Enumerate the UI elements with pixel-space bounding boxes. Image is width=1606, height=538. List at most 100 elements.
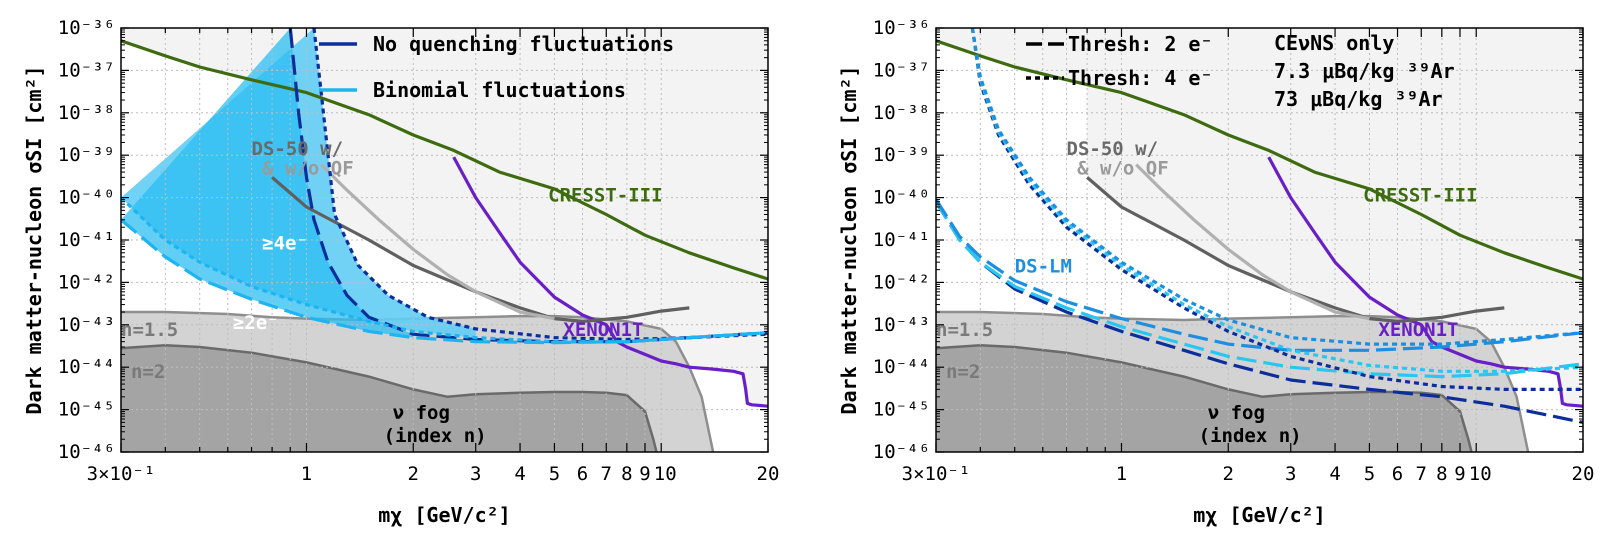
plot-area xyxy=(121,28,768,452)
y-tick-label: 10⁻⁴⁰ xyxy=(873,187,930,209)
y-tick-label: 10⁻⁴⁴ xyxy=(58,356,115,378)
neutrino-fog-n2 xyxy=(121,345,657,452)
y-tick-label: 10⁻⁴¹ xyxy=(58,229,115,251)
x-tick-label: 1 xyxy=(1116,463,1127,485)
annotation-cresst-iii: CRESST-III xyxy=(548,185,662,207)
annotation-w-o-qf: & w/o QF xyxy=(1077,158,1169,180)
x-tick-label: 7 xyxy=(601,463,612,485)
legend-label-7-3-bq-kg-ar: 7.3 μBq/kg ³⁹Ar xyxy=(1274,59,1455,83)
legend-label-no-quenching-fluctuations: No quenching fluctuations xyxy=(373,32,674,56)
annotation-xenon1t: XENON1T xyxy=(563,319,643,341)
annotation-n-2: n=2 xyxy=(131,361,165,383)
y-tick-label: 10⁻⁴³ xyxy=(58,314,115,336)
annotation-w-o-qf: & w/o QF xyxy=(262,158,354,180)
annotations: DS-50 w/& w/o QF CRESST-III XENON1T ≥4e⁻ ≥2e… xyxy=(121,138,663,447)
y-tick-label: 10⁻⁴³ xyxy=(873,314,930,336)
annotation-xenon1t: XENON1T xyxy=(1378,319,1458,341)
ticks xyxy=(935,27,1584,453)
x-tick-label: 2 xyxy=(1223,463,1234,485)
fog-outline-n1p5 xyxy=(936,310,1530,452)
annotation-fog: ν fog xyxy=(393,402,450,424)
x-tick-label: 20 xyxy=(757,463,780,485)
x-tick-label: 5 xyxy=(549,463,560,485)
fog-outline-n1p5 xyxy=(121,310,715,452)
y-tick-label: 10⁻³⁶ xyxy=(58,17,115,39)
series-ds-50-w-o-qf xyxy=(1135,163,1370,321)
x-tick-label: 10 xyxy=(1469,463,1492,485)
annotation-ds-lm: DS-LM xyxy=(1015,256,1072,278)
y-tick-label: 10⁻³⁶ xyxy=(873,17,930,39)
x-tick-label: 8 xyxy=(1436,463,1447,485)
ticks xyxy=(120,27,769,453)
x-tick-label: 3 xyxy=(470,463,481,485)
y-tick-label: 10⁻⁴⁵ xyxy=(58,399,115,421)
y-axis-label: Dark matter-nucleon σSI [cm²] xyxy=(837,65,861,414)
series-4e-73-ubq-kg-39ar xyxy=(970,28,1583,346)
series-2e-73-ubq-kg-39ar xyxy=(936,198,1583,352)
y-tick-label: 10⁻³⁸ xyxy=(58,102,115,124)
x-tick-label: 1 xyxy=(301,463,312,485)
series-ds-50-w-qf xyxy=(1086,176,1505,323)
annotation-n-2: n=2 xyxy=(946,361,980,383)
legend-label-binomial-fluctuations: Binomial fluctuations xyxy=(373,78,626,102)
annotations: DS-50 w/& w/o QF CRESST-III XENON1T DS-LM n=… xyxy=(936,138,1478,447)
x-tick-label: 6 xyxy=(577,463,588,485)
x-tick-label: 8 xyxy=(621,463,632,485)
series-ds-50-w-o-qf xyxy=(320,163,555,321)
x-tick-label: 3×10⁻¹ xyxy=(87,463,156,485)
y-tick-label: 10⁻³⁷ xyxy=(873,59,930,81)
annotation-2e: ≥2e⁻ xyxy=(233,312,279,334)
x-tick-labels: 3×10⁻¹ 1 2 3 4 5 6 7 8 9 10 20 xyxy=(87,463,780,485)
annotation-index-n: (index n) xyxy=(384,425,487,447)
x-axis-label: mχ [GeV/c²] xyxy=(378,503,510,527)
x-tick-label: 2 xyxy=(408,463,419,485)
series-2e-cevns-only xyxy=(936,200,1583,424)
legend-label-73-bq-kg-ar: 73 μBq/kg ³⁹Ar xyxy=(1274,87,1443,111)
series-2e-7-3-ubq-kg-39ar xyxy=(936,200,1583,379)
x-tick-label: 3×10⁻¹ xyxy=(902,463,971,485)
x-tick-label: 4 xyxy=(514,463,525,485)
series-thresh-2e-binomial-fluct xyxy=(121,218,768,345)
y-tick-label: 10⁻⁴² xyxy=(873,271,930,293)
legend-label-thresh-4-e: Thresh: 4 e⁻ xyxy=(1068,66,1213,90)
legend: Thresh: 2 e⁻ Thresh: 4 e⁻ CEνNS only 7.3 μB… xyxy=(1026,31,1455,111)
legend: No quenching fluctuations Binomial fluctu… xyxy=(319,32,674,102)
legend-label-thresh-2-e: Thresh: 2 e⁻ xyxy=(1068,32,1213,56)
annotation-cresst-iii: CRESST-III xyxy=(1363,185,1477,207)
y-axis-label: Dark matter-nucleon σSI [cm²] xyxy=(22,65,46,414)
x-tick-label: 3 xyxy=(1285,463,1296,485)
y-tick-label: 10⁻⁴⁰ xyxy=(58,187,115,209)
annotation-4e: ≥4e⁻ xyxy=(262,232,308,254)
left-panel: 10⁻⁴⁶ 10⁻⁴⁵ 10⁻⁴⁴ 10⁻⁴³ 10⁻⁴² 10⁻⁴¹ 10⁻⁴⁰ 10⁻³⁹… xyxy=(22,17,779,527)
y-tick-label: 10⁻³⁷ xyxy=(58,59,115,81)
annotation-index-n: (index n) xyxy=(1199,425,1302,447)
x-tick-label: 9 xyxy=(1454,463,1465,485)
y-tick-labels: 10⁻⁴⁶ 10⁻⁴⁵ 10⁻⁴⁴ 10⁻⁴³ 10⁻⁴² 10⁻⁴¹ 10⁻⁴⁰ 10⁻³⁹… xyxy=(873,17,930,463)
annotation-ds-50-w: DS-50 w/ xyxy=(1067,138,1159,160)
x-tick-label: 5 xyxy=(1364,463,1375,485)
x-axis-label: mχ [GeV/c²] xyxy=(1193,503,1325,527)
y-tick-label: 10⁻⁴⁵ xyxy=(873,399,930,421)
series-ds-50-w-qf xyxy=(271,176,690,323)
series-cresst-iii xyxy=(936,39,1583,281)
y-tick-label: 10⁻⁴⁶ xyxy=(58,441,115,463)
y-tick-label: 10⁻⁴² xyxy=(58,271,115,293)
series-xenon1t xyxy=(452,156,768,408)
x-tick-label: 10 xyxy=(654,463,677,485)
y-tick-label: 10⁻³⁹ xyxy=(873,144,930,166)
x-tick-label: 4 xyxy=(1329,463,1340,485)
series-xenon1t xyxy=(1267,156,1583,408)
x-tick-label: 9 xyxy=(639,463,650,485)
y-tick-labels: 10⁻⁴⁶ 10⁻⁴⁵ 10⁻⁴⁴ 10⁻⁴³ 10⁻⁴² 10⁻⁴¹ 10⁻⁴⁰ 10⁻³⁹… xyxy=(58,17,115,463)
y-tick-label: 10⁻⁴⁴ xyxy=(873,356,930,378)
band-2e xyxy=(121,28,414,338)
x-tick-label: 20 xyxy=(1572,463,1595,485)
x-tick-label: 7 xyxy=(1416,463,1427,485)
annotation-n-1-5: n=1.5 xyxy=(936,319,993,341)
x-tick-label: 6 xyxy=(1392,463,1403,485)
annotation-fog: ν fog xyxy=(1208,402,1265,424)
neutrino-fog-n2 xyxy=(936,345,1472,452)
y-tick-label: 10⁻⁴¹ xyxy=(873,229,930,251)
right-panel: 10⁻⁴⁶ 10⁻⁴⁵ 10⁻⁴⁴ 10⁻⁴³ 10⁻⁴² 10⁻⁴¹ 10⁻⁴⁰ 10⁻³⁹… xyxy=(837,17,1594,527)
